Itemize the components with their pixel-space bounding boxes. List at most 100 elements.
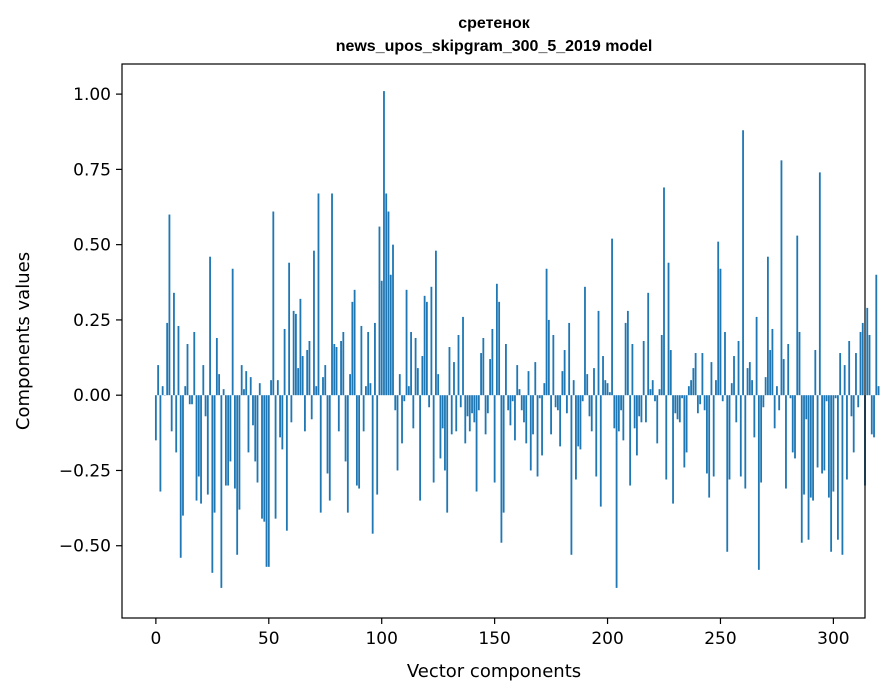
bar-286	[800, 395, 803, 543]
bar-102	[385, 193, 388, 396]
bar-52	[272, 211, 275, 396]
bar-224	[660, 334, 663, 396]
bar-239	[694, 353, 697, 396]
bar-113	[410, 331, 412, 396]
bar-49	[265, 395, 268, 567]
bar-235	[685, 395, 688, 453]
x-tick-label: 200	[591, 629, 623, 649]
bar-128	[444, 395, 446, 471]
bar-135	[459, 395, 462, 408]
bar-70	[313, 250, 315, 396]
bar-108	[398, 374, 401, 396]
bar-302	[837, 395, 839, 540]
bar-219	[649, 389, 652, 396]
bar-73	[319, 395, 322, 513]
bar-41	[247, 395, 250, 453]
bar-185	[572, 380, 575, 396]
bar-273	[771, 328, 774, 396]
bar-260	[742, 130, 744, 396]
bar-275	[776, 386, 778, 396]
bar-292	[814, 350, 817, 396]
bar-234	[683, 395, 686, 468]
bar-123	[432, 395, 435, 483]
bar-37	[238, 395, 241, 510]
bar-80	[335, 347, 338, 396]
bar-39	[243, 389, 245, 396]
bar-110	[403, 395, 406, 402]
bar-305	[843, 365, 846, 396]
bar-196	[597, 310, 600, 396]
bar-147	[486, 395, 489, 414]
bar-16	[191, 395, 193, 405]
bar-278	[782, 359, 785, 396]
bar-194	[593, 368, 595, 396]
bar-33	[229, 395, 232, 462]
bar-215	[640, 395, 643, 423]
bar-138	[466, 395, 469, 417]
bar-175	[550, 395, 552, 435]
bar-253	[726, 395, 729, 552]
bar-294	[818, 172, 821, 396]
bar-134	[457, 334, 460, 396]
bar-209	[626, 310, 629, 396]
bar-57	[283, 328, 286, 396]
bar-111	[405, 289, 408, 396]
bar-174	[547, 319, 550, 396]
bar-268	[760, 395, 763, 483]
bar-243	[703, 395, 706, 411]
bar-298	[827, 395, 830, 498]
bar-167	[532, 395, 534, 435]
bar-103	[387, 211, 390, 396]
bar-158	[511, 395, 514, 402]
bar-20	[200, 395, 202, 504]
bar-43	[252, 395, 254, 426]
bar-115	[414, 337, 417, 396]
bar-211	[631, 344, 634, 396]
bar-149	[491, 328, 494, 396]
bar-145	[482, 337, 485, 396]
bar-153	[500, 395, 503, 543]
bar-86	[349, 374, 351, 396]
bars	[154, 91, 880, 588]
bar-289	[807, 395, 810, 540]
bar-35	[234, 395, 236, 489]
bar-109	[401, 395, 403, 444]
bar-131	[450, 395, 453, 435]
bar-291	[812, 395, 814, 501]
bar-297	[825, 395, 828, 402]
bar-3	[161, 386, 164, 396]
x-axis-ticks: 0 50 100 150 200 250 300	[150, 618, 850, 649]
bar-319	[875, 274, 878, 396]
bar-308	[850, 395, 853, 417]
bar-63	[297, 368, 300, 396]
bar-165	[527, 371, 530, 396]
bar-311	[857, 395, 860, 408]
bar-228	[669, 350, 672, 396]
bar-187	[577, 395, 580, 447]
bar-99	[378, 226, 381, 396]
bar-18	[195, 395, 198, 501]
bar-90	[358, 395, 361, 489]
bar-14	[186, 344, 189, 396]
bar-208	[624, 322, 627, 396]
bar-69	[310, 395, 313, 420]
bar-71	[315, 386, 318, 396]
bar-281	[789, 395, 792, 399]
bar-54	[276, 380, 279, 396]
bar-17	[193, 331, 196, 396]
bar-263	[748, 362, 751, 396]
bar-9	[175, 395, 178, 453]
bar-92	[362, 395, 365, 432]
bar-142	[475, 395, 478, 492]
bar-122	[430, 286, 433, 396]
bar-58	[285, 395, 288, 531]
bar-189	[581, 395, 584, 402]
chart-subtitle: news_upos_skipgram_300_5_2019 model	[336, 38, 653, 55]
bar-269	[762, 395, 765, 408]
bar-68	[308, 341, 311, 396]
bar-316	[868, 334, 871, 396]
bar-38	[240, 365, 243, 396]
bar-301	[834, 395, 837, 399]
bar-204	[615, 395, 618, 588]
bar-276	[778, 395, 781, 411]
